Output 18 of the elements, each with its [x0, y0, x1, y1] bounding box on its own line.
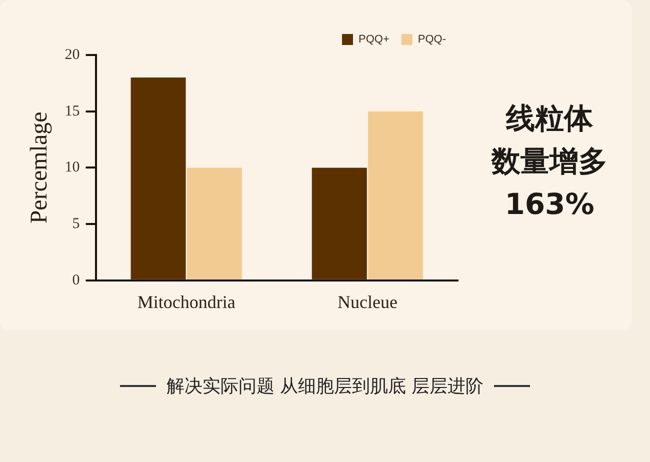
bar: [312, 168, 367, 280]
bar: [186, 168, 242, 280]
x-tick-label: Mitochondria: [137, 292, 236, 312]
text: 163%: [504, 186, 594, 223]
y-tick-label: 15: [64, 103, 80, 120]
y-axis-title: Percemlage: [26, 112, 53, 224]
bar: [368, 111, 424, 280]
legend-label: PQQ+: [358, 34, 390, 46]
text: 数量增多: [492, 143, 608, 180]
text: 线粒体: [506, 100, 593, 137]
y-tick-label: 5: [72, 216, 80, 232]
y-tick-label: 10: [64, 160, 80, 176]
y-tick-label: 20: [64, 46, 80, 63]
y-tick-label: 0: [72, 272, 80, 288]
legend-label: PQQ-: [418, 34, 446, 46]
text: 解决实际问题 从细胞层到肌底 层层进阶: [166, 375, 484, 398]
bar: [130, 78, 186, 280]
x-tick-label: Nucleue: [337, 292, 398, 312]
